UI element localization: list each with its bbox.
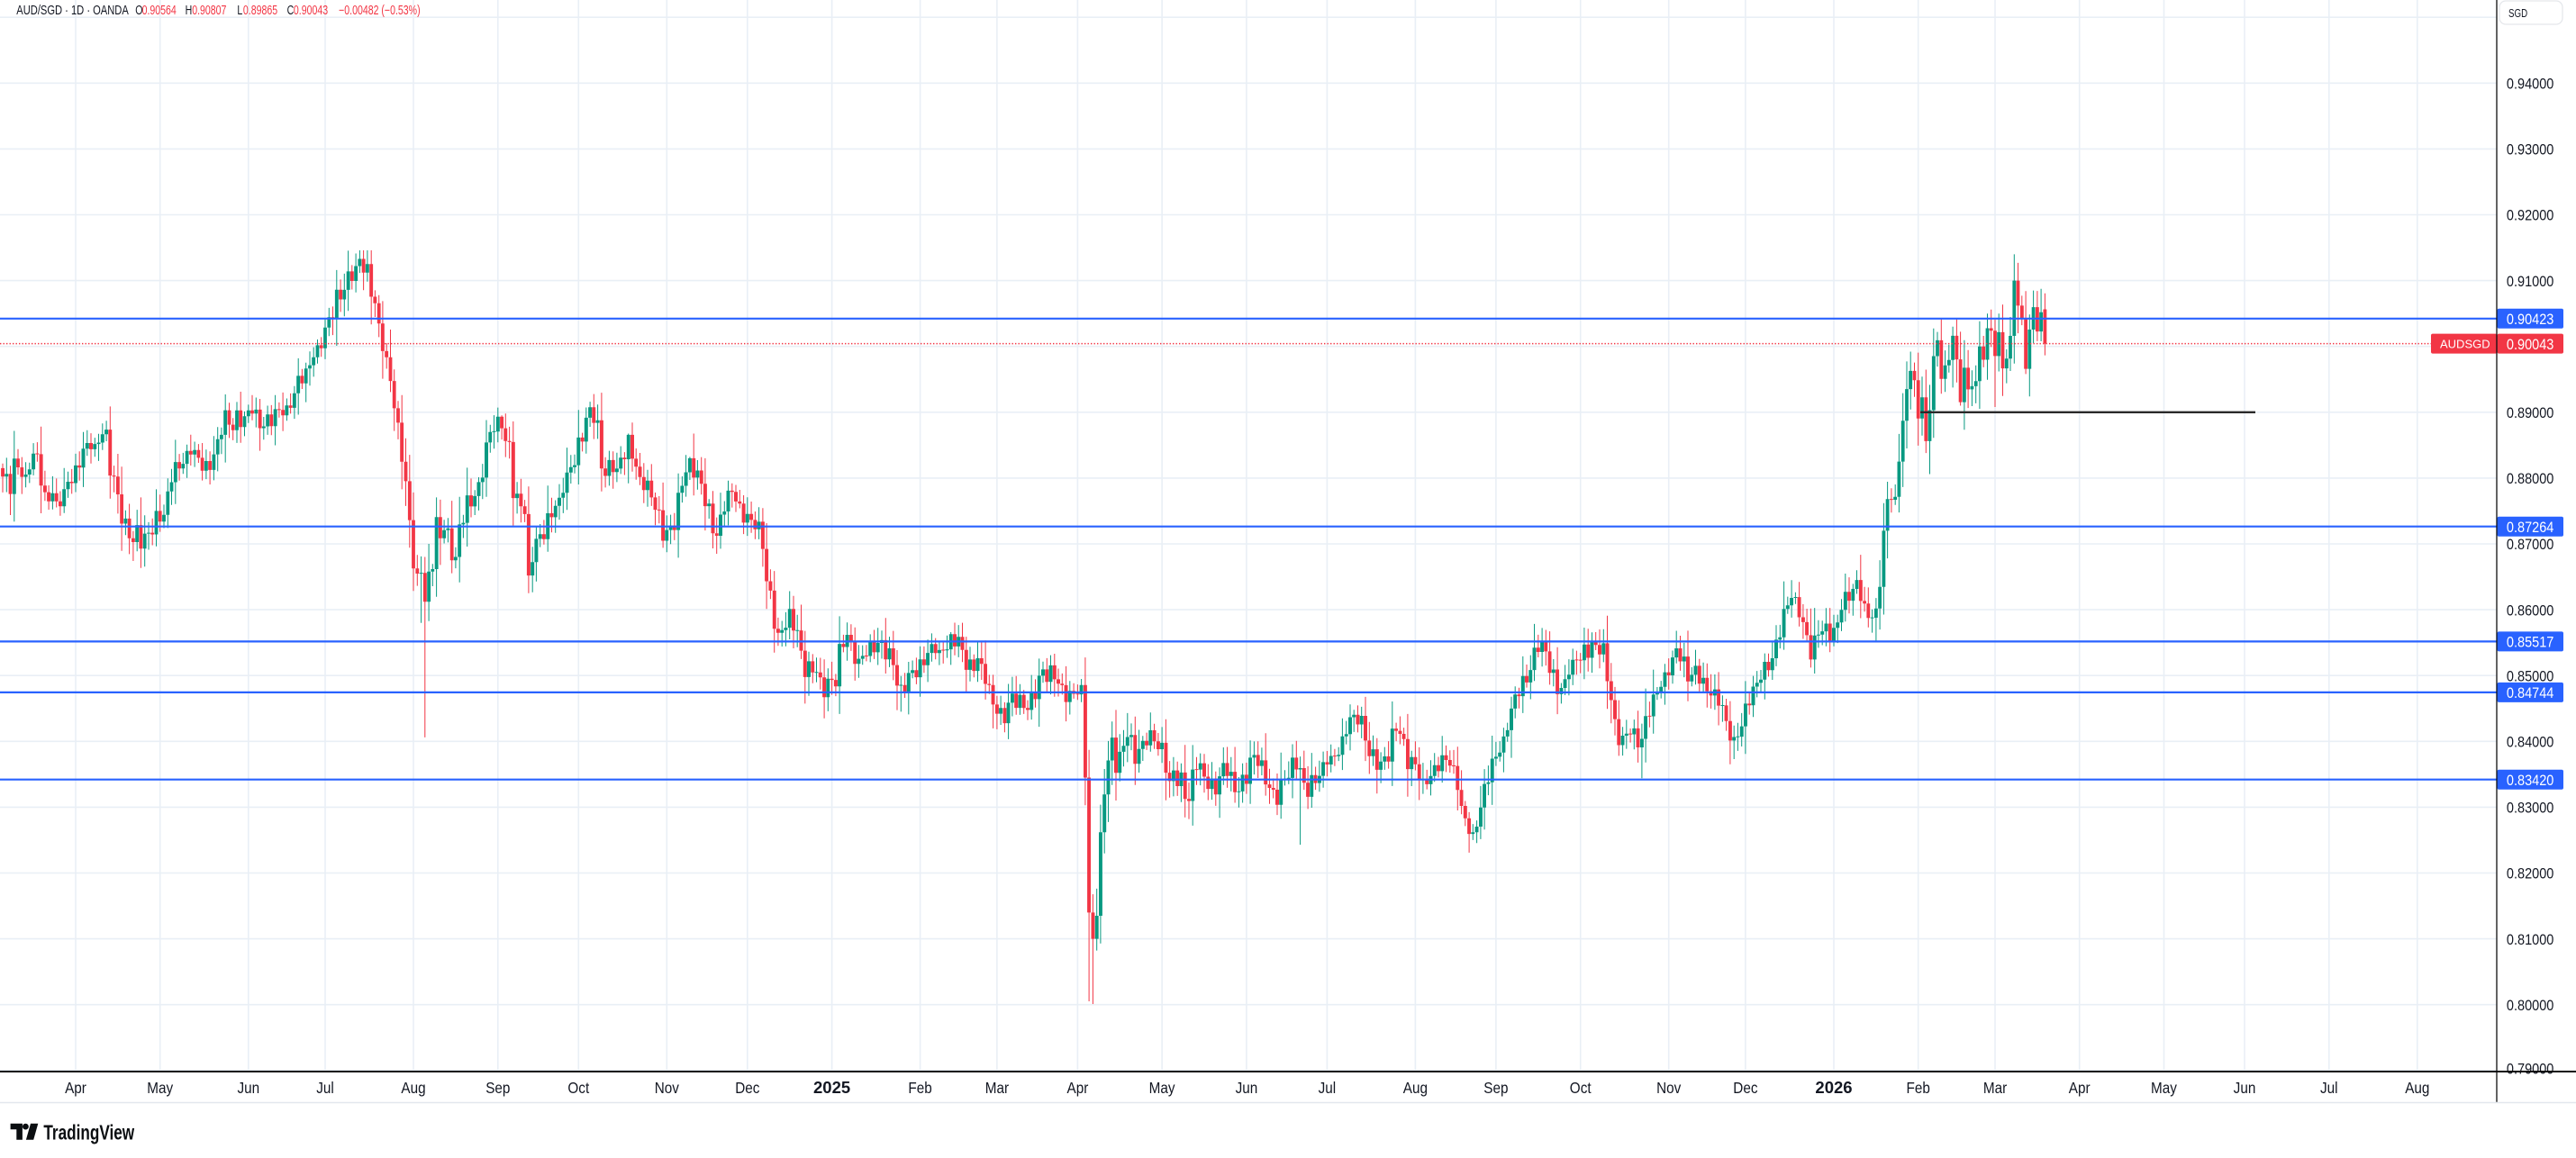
svg-text:0.90807: 0.90807 xyxy=(192,3,226,17)
svg-text:Jul: Jul xyxy=(1319,1079,1337,1097)
svg-text:0.91000: 0.91000 xyxy=(2507,274,2554,290)
svg-text:2025: 2025 xyxy=(813,1078,850,1097)
svg-text:−0.00482 (−0.53%): −0.00482 (−0.53%) xyxy=(339,3,420,17)
svg-text:0.90043: 0.90043 xyxy=(2507,337,2554,353)
svg-text:Jun: Jun xyxy=(237,1079,259,1097)
svg-text:Mar: Mar xyxy=(1983,1079,2008,1097)
svg-text:0.85000: 0.85000 xyxy=(2507,668,2554,684)
svg-text:Aug: Aug xyxy=(2405,1079,2429,1097)
svg-text:C: C xyxy=(287,3,295,17)
svg-text:Sep: Sep xyxy=(1483,1079,1508,1097)
svg-text:0.87000: 0.87000 xyxy=(2507,537,2554,553)
svg-text:Nov: Nov xyxy=(655,1079,680,1097)
svg-text:Jul: Jul xyxy=(2320,1079,2338,1097)
svg-text:0.94000: 0.94000 xyxy=(2507,77,2554,93)
svg-text:H: H xyxy=(186,3,193,17)
svg-text:0.92000: 0.92000 xyxy=(2507,208,2554,224)
svg-text:0.83000: 0.83000 xyxy=(2507,801,2554,817)
svg-text:Aug: Aug xyxy=(401,1079,425,1097)
svg-text:Apr: Apr xyxy=(2069,1079,2091,1097)
svg-text:AUD/SGD · 1D · OANDA: AUD/SGD · 1D · OANDA xyxy=(16,3,129,18)
svg-text:Aug: Aug xyxy=(1403,1079,1428,1097)
svg-text:May: May xyxy=(147,1079,173,1097)
svg-text:May: May xyxy=(1149,1079,1175,1097)
svg-text:Apr: Apr xyxy=(1067,1079,1089,1097)
svg-text:Mar: Mar xyxy=(985,1079,1010,1097)
svg-text:Nov: Nov xyxy=(1656,1079,1682,1097)
svg-text:0.79000: 0.79000 xyxy=(2507,1062,2554,1078)
svg-text:0.84000: 0.84000 xyxy=(2507,735,2554,751)
svg-text:TradingView: TradingView xyxy=(43,1121,135,1144)
svg-text:Feb: Feb xyxy=(1907,1079,1930,1097)
svg-text:Sep: Sep xyxy=(485,1079,510,1097)
svg-text:May: May xyxy=(2151,1079,2177,1097)
svg-text:Jul: Jul xyxy=(316,1079,334,1097)
svg-text:0.80000: 0.80000 xyxy=(2507,998,2554,1014)
svg-text:Apr: Apr xyxy=(65,1079,86,1097)
svg-text:0.82000: 0.82000 xyxy=(2507,866,2554,882)
svg-text:0.89865: 0.89865 xyxy=(243,3,277,17)
svg-text:0.93000: 0.93000 xyxy=(2507,142,2554,158)
svg-text:0.87264: 0.87264 xyxy=(2507,520,2554,536)
svg-text:2026: 2026 xyxy=(1815,1078,1852,1097)
svg-text:0.90564: 0.90564 xyxy=(142,3,177,17)
svg-text:0.83420: 0.83420 xyxy=(2507,773,2554,789)
svg-text:0.85517: 0.85517 xyxy=(2507,635,2553,651)
svg-text:Dec: Dec xyxy=(735,1079,759,1097)
svg-text:Oct: Oct xyxy=(567,1079,589,1097)
svg-text:0.81000: 0.81000 xyxy=(2507,932,2554,948)
svg-text:SGD: SGD xyxy=(2508,8,2527,21)
svg-text:0.89000: 0.89000 xyxy=(2507,405,2554,421)
svg-text:0.86000: 0.86000 xyxy=(2507,602,2554,619)
svg-text:Dec: Dec xyxy=(1733,1079,1757,1097)
svg-text:Oct: Oct xyxy=(1570,1079,1592,1097)
svg-text:Jun: Jun xyxy=(1236,1079,1258,1097)
svg-text:0.84744: 0.84744 xyxy=(2507,685,2554,701)
svg-text:AUDSGD: AUDSGD xyxy=(2440,337,2490,350)
svg-text:Jun: Jun xyxy=(2234,1079,2256,1097)
svg-text:O: O xyxy=(135,3,142,17)
svg-text:Feb: Feb xyxy=(908,1079,931,1097)
svg-text:0.90043: 0.90043 xyxy=(294,3,328,17)
svg-text:0.90423: 0.90423 xyxy=(2507,312,2554,328)
svg-text:L: L xyxy=(237,3,242,17)
svg-text:0.88000: 0.88000 xyxy=(2507,471,2554,487)
